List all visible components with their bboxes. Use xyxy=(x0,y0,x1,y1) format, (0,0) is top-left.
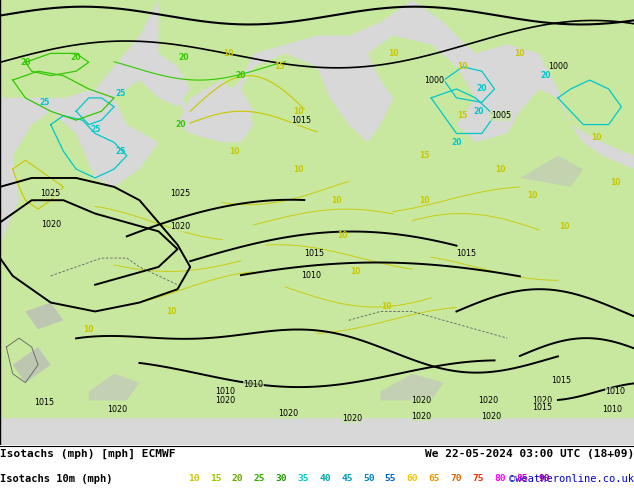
Polygon shape xyxy=(158,0,412,111)
Polygon shape xyxy=(0,0,158,98)
Text: Isotachs (mph) [mph] ECMWF: Isotachs (mph) [mph] ECMWF xyxy=(0,448,176,459)
Text: 1020: 1020 xyxy=(532,396,552,405)
Text: 20: 20 xyxy=(176,120,186,129)
Text: 60: 60 xyxy=(406,474,418,483)
Text: 30: 30 xyxy=(275,474,287,483)
Text: 10: 10 xyxy=(382,302,392,312)
Text: 1020: 1020 xyxy=(342,414,362,423)
Polygon shape xyxy=(0,36,634,418)
Polygon shape xyxy=(13,347,51,383)
Text: 1015: 1015 xyxy=(456,249,476,258)
Text: 70: 70 xyxy=(451,474,462,483)
Text: 10: 10 xyxy=(230,147,240,156)
Text: 1015: 1015 xyxy=(34,398,55,407)
Text: 1010: 1010 xyxy=(301,271,321,280)
Text: 1010: 1010 xyxy=(215,387,235,396)
Text: 15: 15 xyxy=(458,111,468,120)
Text: 20: 20 xyxy=(231,474,243,483)
Text: 10: 10 xyxy=(458,62,468,71)
Text: 20: 20 xyxy=(71,53,81,62)
Text: 75: 75 xyxy=(472,474,484,483)
Text: 80: 80 xyxy=(495,474,506,483)
Text: 65: 65 xyxy=(429,474,440,483)
Text: 20: 20 xyxy=(20,58,30,67)
Text: 10: 10 xyxy=(293,165,303,173)
Polygon shape xyxy=(178,80,254,143)
Text: 1020: 1020 xyxy=(41,220,61,229)
Text: 1000: 1000 xyxy=(548,62,568,71)
Text: 10: 10 xyxy=(188,474,199,483)
Text: 25: 25 xyxy=(90,124,100,134)
Text: 1010: 1010 xyxy=(602,405,622,414)
Polygon shape xyxy=(380,374,444,400)
Text: 1020: 1020 xyxy=(411,412,432,420)
Text: 1000: 1000 xyxy=(424,75,444,85)
Text: 15: 15 xyxy=(274,62,284,71)
Text: 10: 10 xyxy=(337,231,347,240)
Polygon shape xyxy=(139,53,190,107)
Text: ©weatheronline.co.uk: ©weatheronline.co.uk xyxy=(509,474,634,484)
Text: 90: 90 xyxy=(538,474,550,483)
Text: 10: 10 xyxy=(223,49,233,58)
Text: 15: 15 xyxy=(210,474,221,483)
Polygon shape xyxy=(89,374,139,400)
Text: 20: 20 xyxy=(477,84,487,94)
Text: 1025: 1025 xyxy=(171,189,191,198)
Text: 1015: 1015 xyxy=(551,376,571,385)
Text: 1020: 1020 xyxy=(411,396,432,405)
Polygon shape xyxy=(25,302,63,329)
Text: 10: 10 xyxy=(496,165,506,173)
Text: 1015: 1015 xyxy=(291,116,311,124)
Text: 1015: 1015 xyxy=(532,403,552,412)
Text: 10: 10 xyxy=(388,49,398,58)
Text: 1005: 1005 xyxy=(491,111,511,120)
Text: 1020: 1020 xyxy=(478,396,498,405)
Text: 45: 45 xyxy=(341,474,353,483)
Text: 1020: 1020 xyxy=(171,222,191,231)
Text: 10: 10 xyxy=(331,196,341,205)
Polygon shape xyxy=(520,156,583,187)
Text: 20: 20 xyxy=(451,138,462,147)
Text: 1015: 1015 xyxy=(304,249,324,258)
Text: Isotachs 10m (mph): Isotachs 10m (mph) xyxy=(0,474,112,484)
Text: 35: 35 xyxy=(297,474,309,483)
Text: 25: 25 xyxy=(115,147,126,156)
Text: 25: 25 xyxy=(115,89,126,98)
Text: 10: 10 xyxy=(166,307,176,316)
Text: 10: 10 xyxy=(84,325,94,334)
Text: 10: 10 xyxy=(527,191,538,200)
Text: 40: 40 xyxy=(319,474,331,483)
Text: 1020: 1020 xyxy=(481,412,501,420)
Text: 20: 20 xyxy=(236,71,246,80)
Text: 1020: 1020 xyxy=(278,409,299,418)
Text: 10: 10 xyxy=(591,133,601,143)
Text: 1025: 1025 xyxy=(41,189,61,198)
Text: 10: 10 xyxy=(515,49,525,58)
Text: 1020: 1020 xyxy=(107,405,127,414)
Text: 1010: 1010 xyxy=(605,387,625,396)
Text: 10: 10 xyxy=(293,107,303,116)
Text: 25: 25 xyxy=(254,474,265,483)
Polygon shape xyxy=(412,0,634,156)
Text: 25: 25 xyxy=(39,98,49,107)
Text: 50: 50 xyxy=(363,474,375,483)
Text: 10: 10 xyxy=(420,196,430,205)
Text: We 22-05-2024 03:00 UTC (18+09): We 22-05-2024 03:00 UTC (18+09) xyxy=(425,448,634,459)
Text: 20: 20 xyxy=(540,71,550,80)
Text: 10: 10 xyxy=(610,178,620,187)
Text: 20: 20 xyxy=(474,107,484,116)
Text: 1010: 1010 xyxy=(243,380,264,390)
Text: 20: 20 xyxy=(179,53,189,62)
Text: 55: 55 xyxy=(385,474,396,483)
Text: 1020: 1020 xyxy=(215,396,235,405)
Text: 10: 10 xyxy=(350,267,360,276)
Text: 10: 10 xyxy=(559,222,569,231)
Text: 85: 85 xyxy=(516,474,527,483)
Text: 15: 15 xyxy=(420,151,430,160)
FancyBboxPatch shape xyxy=(0,0,634,445)
